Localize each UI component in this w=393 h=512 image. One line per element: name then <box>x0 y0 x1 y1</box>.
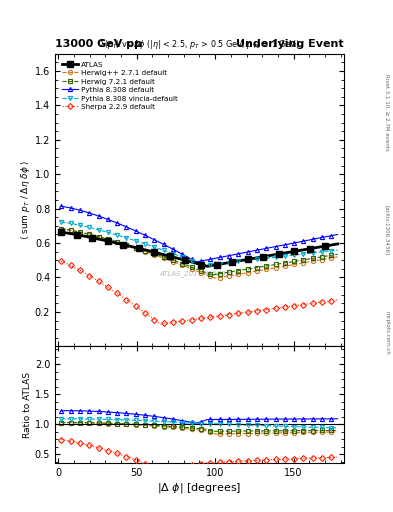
Text: Underlying Event: Underlying Event <box>236 38 344 49</box>
Text: $\Sigma(p_T)$ vs $\Delta\phi$ ($|\eta|$ < 2.5, $p_T$ > 0.5 GeV, $p_{T1}$ > 1 GeV: $\Sigma(p_T)$ vs $\Delta\phi$ ($|\eta|$ … <box>99 38 300 51</box>
Text: [arXiv:1306.3436]: [arXiv:1306.3436] <box>385 205 389 255</box>
Text: 13000 GeV pp: 13000 GeV pp <box>55 38 142 49</box>
Text: Rivet 3.1.10, ≥ 2.7M events: Rivet 3.1.10, ≥ 2.7M events <box>385 74 389 151</box>
X-axis label: $|\Delta\ \phi|$ [degrees]: $|\Delta\ \phi|$ [degrees] <box>157 481 242 495</box>
Text: mcplots.cern.ch: mcplots.cern.ch <box>385 311 389 355</box>
Y-axis label: $\langle$ sum $p_T$ / $\Delta\eta$ $\delta\phi$ $\rangle$: $\langle$ sum $p_T$ / $\Delta\eta$ $\del… <box>19 160 32 241</box>
Y-axis label: Ratio to ATLAS: Ratio to ATLAS <box>23 372 32 438</box>
Legend: ATLAS, Herwig++ 2.7.1 default, Herwig 7.2.1 default, Pythia 8.308 default, Pythi: ATLAS, Herwig++ 2.7.1 default, Herwig 7.… <box>59 58 181 113</box>
Text: ATLAS_2017_I1509919: ATLAS_2017_I1509919 <box>159 270 240 276</box>
